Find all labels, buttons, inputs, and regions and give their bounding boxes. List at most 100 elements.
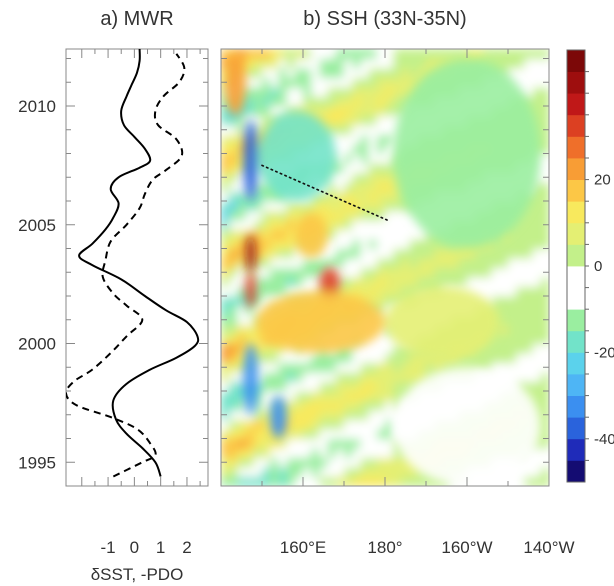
x-tick-label: 0: [130, 538, 139, 557]
heatmap-cell: [278, 438, 288, 449]
heatmap-cell: [401, 476, 411, 486]
heatmap-cell: [344, 134, 353, 145]
heatmap-cell: [245, 324, 255, 335]
heatmap-cell: [434, 353, 443, 364]
heatmap-cell: [327, 381, 337, 392]
heatmap-cell: [311, 106, 320, 117]
heatmap-cell: [335, 229, 345, 240]
heatmap-cell: [262, 106, 271, 117]
heatmap-cell: [221, 144, 230, 155]
heatmap-cell: [352, 182, 361, 193]
heatmap-cell: [368, 77, 378, 88]
heatmap-cell: [376, 87, 386, 98]
heatmap-feature: [245, 272, 256, 308]
heatmap-cell: [385, 49, 394, 60]
heatmap-cell: [360, 58, 370, 69]
heatmap-cell: [524, 467, 534, 478]
heatmap-cell: [286, 210, 296, 221]
heatmap-cell: [376, 201, 386, 212]
heatmap-cell: [270, 49, 279, 60]
heatmap-cell: [253, 96, 263, 107]
heatmap-cell: [270, 267, 279, 278]
heatmap-cell: [475, 49, 484, 60]
heatmap-cell: [385, 68, 394, 79]
heatmap-cell: [237, 381, 247, 392]
heatmap-cell: [376, 182, 386, 193]
heatmap-cell: [294, 267, 304, 278]
heatmap-cell: [524, 457, 534, 468]
heatmap-cell: [229, 324, 238, 335]
heatmap-cell: [352, 286, 361, 297]
heatmap-cell: [368, 429, 378, 440]
heatmap-cell: [262, 448, 271, 459]
heatmap-cell: [499, 258, 509, 269]
heatmap-cell: [270, 201, 279, 212]
heatmap-cell: [540, 106, 549, 117]
heatmap-cell: [508, 476, 517, 486]
heatmap-cell: [286, 391, 296, 402]
heatmap-cell: [352, 353, 361, 364]
heatmap-cell: [253, 106, 263, 117]
heatmap-cell: [278, 106, 288, 117]
heatmap-cell: [352, 125, 361, 136]
heatmap-cell: [393, 400, 402, 411]
heatmap-cell: [508, 324, 517, 335]
heatmap-cell: [319, 448, 329, 459]
heatmap-cell: [532, 381, 542, 392]
heatmap-cell: [270, 362, 279, 373]
heatmap-cell: [253, 144, 263, 155]
heatmap-cell: [508, 248, 517, 259]
heatmap-cell: [516, 334, 525, 345]
heatmap-cell: [360, 343, 370, 354]
heatmap-cell: [253, 438, 263, 449]
heatmap-cell: [319, 353, 329, 364]
heatmap-cell: [450, 362, 460, 373]
heatmap-cell: [221, 191, 230, 202]
heatmap-cell: [278, 343, 288, 354]
heatmap-cell: [303, 391, 312, 402]
heatmap-cell: [516, 49, 525, 60]
panel-b-heatmap: [221, 49, 549, 486]
heatmap-cell: [458, 49, 468, 60]
heatmap-cell: [253, 372, 263, 383]
heatmap-cell: [385, 220, 394, 231]
heatmap-cell: [352, 448, 361, 459]
heatmap-cell: [237, 163, 247, 174]
colorbar-segment: [567, 438, 585, 461]
heatmap-cell: [294, 448, 304, 459]
heatmap-cell: [237, 296, 247, 307]
colorbar-segment: [567, 50, 585, 72]
heatmap-cell: [376, 410, 386, 421]
heatmap-cell: [294, 286, 304, 297]
heatmap-cell: [253, 134, 263, 145]
heatmap-cell: [385, 372, 394, 383]
heatmap-cell: [344, 419, 353, 430]
heatmap-cell: [311, 49, 320, 60]
heatmap-cell: [508, 49, 517, 60]
panel-b-ssh: b) SSH (33N-35N) 160°E 180° 160°W 140°W: [220, 8, 575, 557]
heatmap-cell: [532, 315, 542, 326]
heatmap-cell: [393, 343, 402, 354]
heatmap-cell: [221, 201, 230, 212]
heatmap-cell: [360, 258, 370, 269]
heatmap-cell: [253, 343, 263, 354]
heatmap-cell: [524, 96, 534, 107]
heatmap-cell: [426, 239, 435, 250]
heatmap-cell: [245, 106, 255, 117]
heatmap-cell: [483, 286, 493, 297]
heatmap-cell: [262, 191, 271, 202]
heatmap-cell: [344, 68, 353, 79]
heatmap-cell: [286, 248, 296, 259]
heatmap-cell: [376, 429, 386, 440]
heatmap-cell: [516, 239, 525, 250]
heatmap-cell: [524, 258, 534, 269]
heatmap-cell: [286, 68, 296, 79]
heatmap-cell: [327, 182, 337, 193]
heatmap-cell: [426, 476, 435, 486]
heatmap-cell: [499, 476, 509, 486]
heatmap-cell: [335, 410, 345, 421]
heatmap-cell: [327, 429, 337, 440]
heatmap-cell: [385, 457, 394, 468]
heatmap-cell: [270, 248, 279, 259]
heatmap-cell: [491, 286, 501, 297]
